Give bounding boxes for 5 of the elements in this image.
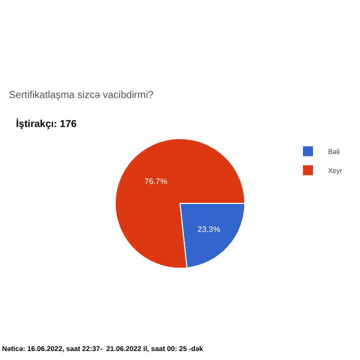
data-label: 76.7% <box>144 177 168 186</box>
chart-title: Sertifikatlaşma sizcə vacibdirmi? <box>9 90 154 101</box>
pie-slice <box>114 138 246 269</box>
data-label: 23.3% <box>198 224 220 234</box>
chart-subtitle: İştirakçı: 176 <box>16 118 78 130</box>
